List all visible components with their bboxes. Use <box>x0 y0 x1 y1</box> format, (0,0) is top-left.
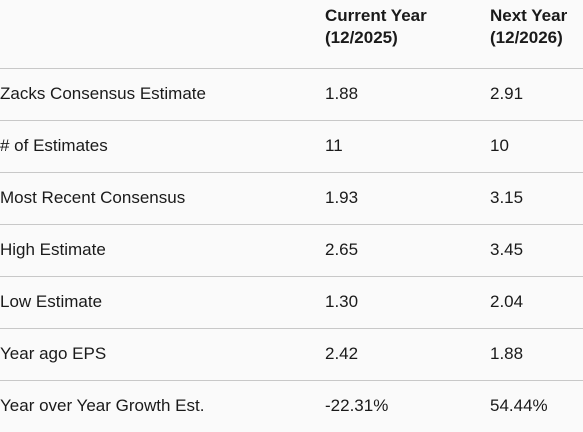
header-current-year-period: (12/2025) <box>325 28 398 47</box>
row-label: # of Estimates <box>0 119 325 172</box>
next-year-value: 54.44% <box>490 379 583 432</box>
current-year-value: 11 <box>325 119 490 172</box>
header-label-column <box>0 0 325 68</box>
next-year-value: 2.04 <box>490 275 583 328</box>
header-next-year: Next Year (12/2026) <box>490 0 583 68</box>
table-row: # of Estimates 11 10 <box>0 119 583 172</box>
current-year-value: 1.30 <box>325 275 490 328</box>
table-row: Most Recent Consensus 1.93 3.15 <box>0 171 583 224</box>
table-row: Year over Year Growth Est. -22.31% 54.44… <box>0 379 583 432</box>
current-year-value: 2.42 <box>325 327 490 380</box>
current-year-value: 1.88 <box>325 67 490 120</box>
next-year-value: 10 <box>490 119 583 172</box>
row-label: Most Recent Consensus <box>0 171 325 224</box>
header-next-year-period: (12/2026) <box>490 28 563 47</box>
current-year-value: 1.93 <box>325 171 490 224</box>
next-year-value: 1.88 <box>490 327 583 380</box>
row-label: Year over Year Growth Est. <box>0 379 325 432</box>
header-current-year: Current Year (12/2025) <box>325 0 490 68</box>
table-row: Low Estimate 1.30 2.04 <box>0 275 583 328</box>
next-year-value: 3.45 <box>490 223 583 276</box>
table-row: Year ago EPS 2.42 1.88 <box>0 327 583 380</box>
table-row: Zacks Consensus Estimate 1.88 2.91 <box>0 67 583 120</box>
table-header-row: Current Year (12/2025) Next Year (12/202… <box>0 0 583 68</box>
next-year-value: 2.91 <box>490 67 583 120</box>
row-label: High Estimate <box>0 223 325 276</box>
header-current-year-title: Current Year <box>325 6 427 25</box>
row-label: Zacks Consensus Estimate <box>0 67 325 120</box>
table-row: High Estimate 2.65 3.45 <box>0 223 583 276</box>
header-next-year-title: Next Year <box>490 6 568 25</box>
row-label: Low Estimate <box>0 275 325 328</box>
row-label: Year ago EPS <box>0 327 325 380</box>
current-year-value: 2.65 <box>325 223 490 276</box>
next-year-value: 3.15 <box>490 171 583 224</box>
current-year-value: -22.31% <box>325 379 490 432</box>
